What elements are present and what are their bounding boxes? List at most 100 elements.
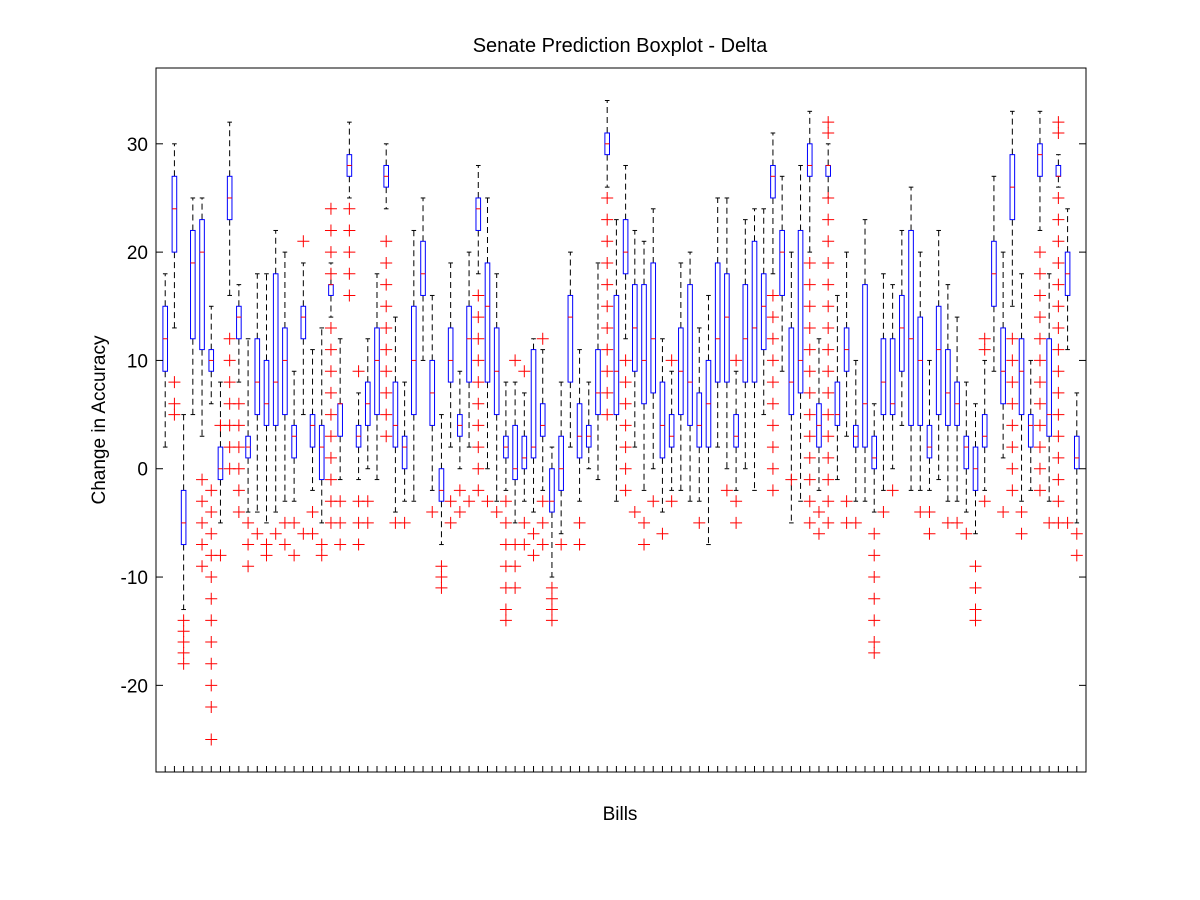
outlier-marker <box>601 278 614 291</box>
outlier-marker <box>527 527 540 540</box>
box <box>1037 143 1043 177</box>
outlier-marker <box>1052 191 1065 204</box>
outlier-marker <box>960 527 973 540</box>
outlier-marker <box>196 538 209 551</box>
box-group <box>678 262 684 491</box>
box-group <box>877 273 890 519</box>
outlier-marker <box>361 516 374 529</box>
box-group <box>573 349 586 551</box>
outlier-marker <box>196 473 209 486</box>
box-group <box>742 219 749 470</box>
outlier-marker <box>324 430 337 443</box>
box-group <box>518 365 531 551</box>
outlier-marker <box>803 278 816 291</box>
box-group <box>269 229 282 540</box>
outlier-marker <box>1070 549 1083 562</box>
outlier-marker <box>951 516 964 529</box>
outlier-marker <box>444 495 457 508</box>
box <box>300 305 307 340</box>
outlier-marker <box>665 354 678 367</box>
outlier-marker <box>1006 441 1019 454</box>
outlier-marker <box>868 636 881 649</box>
y-tick-label: -10 <box>121 568 148 589</box>
outlier-marker <box>1033 332 1046 345</box>
box-group <box>613 219 620 502</box>
outlier-marker <box>868 614 881 627</box>
outlier-marker <box>1052 256 1065 269</box>
box <box>420 240 426 296</box>
box <box>438 468 445 502</box>
box-group <box>730 354 743 529</box>
box-group <box>585 381 592 470</box>
outlier-marker <box>168 397 181 410</box>
box <box>641 284 647 405</box>
outlier-marker <box>803 495 816 508</box>
outlier-marker <box>242 516 255 529</box>
outlier-marker <box>1052 408 1065 421</box>
outlier-marker <box>499 603 512 616</box>
box <box>834 381 841 426</box>
outlier-marker <box>665 495 678 508</box>
box-group <box>177 414 190 670</box>
outlier-marker <box>822 235 835 248</box>
y-axis: -20 -10 0 10 20 30 <box>121 135 1086 697</box>
box-group <box>923 359 936 540</box>
box <box>935 305 942 416</box>
outlier-marker <box>619 376 632 389</box>
box-group <box>687 251 693 502</box>
box <box>889 338 896 416</box>
outlier-marker <box>343 289 356 302</box>
box-group <box>567 251 574 448</box>
box <box>1000 327 1006 405</box>
box-group <box>601 99 614 421</box>
outlier-marker <box>1052 278 1065 291</box>
outlier-marker <box>803 256 816 269</box>
box <box>558 435 564 491</box>
box <box>751 240 758 383</box>
outlier-marker <box>205 636 218 649</box>
box <box>880 338 887 416</box>
outlier-marker <box>822 430 835 443</box>
box-group <box>463 251 476 508</box>
box-group <box>665 354 678 508</box>
box <box>171 175 178 253</box>
outlier-marker <box>978 343 991 356</box>
box-group <box>960 381 973 540</box>
outlier-marker <box>324 451 337 464</box>
outlier-marker <box>868 571 881 584</box>
outlier-marker <box>1070 527 1083 540</box>
box-group <box>951 316 964 529</box>
outlier-marker <box>527 549 540 562</box>
outlier-marker <box>509 354 522 367</box>
outlier-marker <box>822 386 835 399</box>
y-axis-label: Change in Accuracy <box>89 335 110 504</box>
outlier-marker <box>1052 126 1065 139</box>
outlier-marker <box>499 614 512 627</box>
outlier-marker <box>177 625 190 638</box>
outlier-marker <box>223 354 236 367</box>
box-group <box>260 273 273 562</box>
box <box>199 219 205 351</box>
box-group <box>536 332 549 551</box>
outlier-marker <box>766 376 779 389</box>
box-group <box>162 273 169 448</box>
outlier-marker <box>536 332 549 345</box>
outlier-marker <box>766 397 779 410</box>
outlier-marker <box>536 495 549 508</box>
box <box>291 424 297 459</box>
box <box>392 381 399 448</box>
outlier-marker <box>822 451 835 464</box>
box <box>742 284 749 383</box>
box-group <box>196 197 209 573</box>
outlier-marker <box>1033 246 1046 259</box>
outlier-marker <box>324 473 337 486</box>
outlier-marker <box>509 581 522 594</box>
outlier-marker <box>232 484 245 497</box>
outlier-marker <box>601 235 614 248</box>
box <box>788 327 795 416</box>
outlier-marker <box>472 289 485 302</box>
outlier-marker <box>730 354 743 367</box>
outlier-marker <box>334 538 347 551</box>
outlier-marker <box>822 256 835 269</box>
box-group <box>797 164 804 502</box>
